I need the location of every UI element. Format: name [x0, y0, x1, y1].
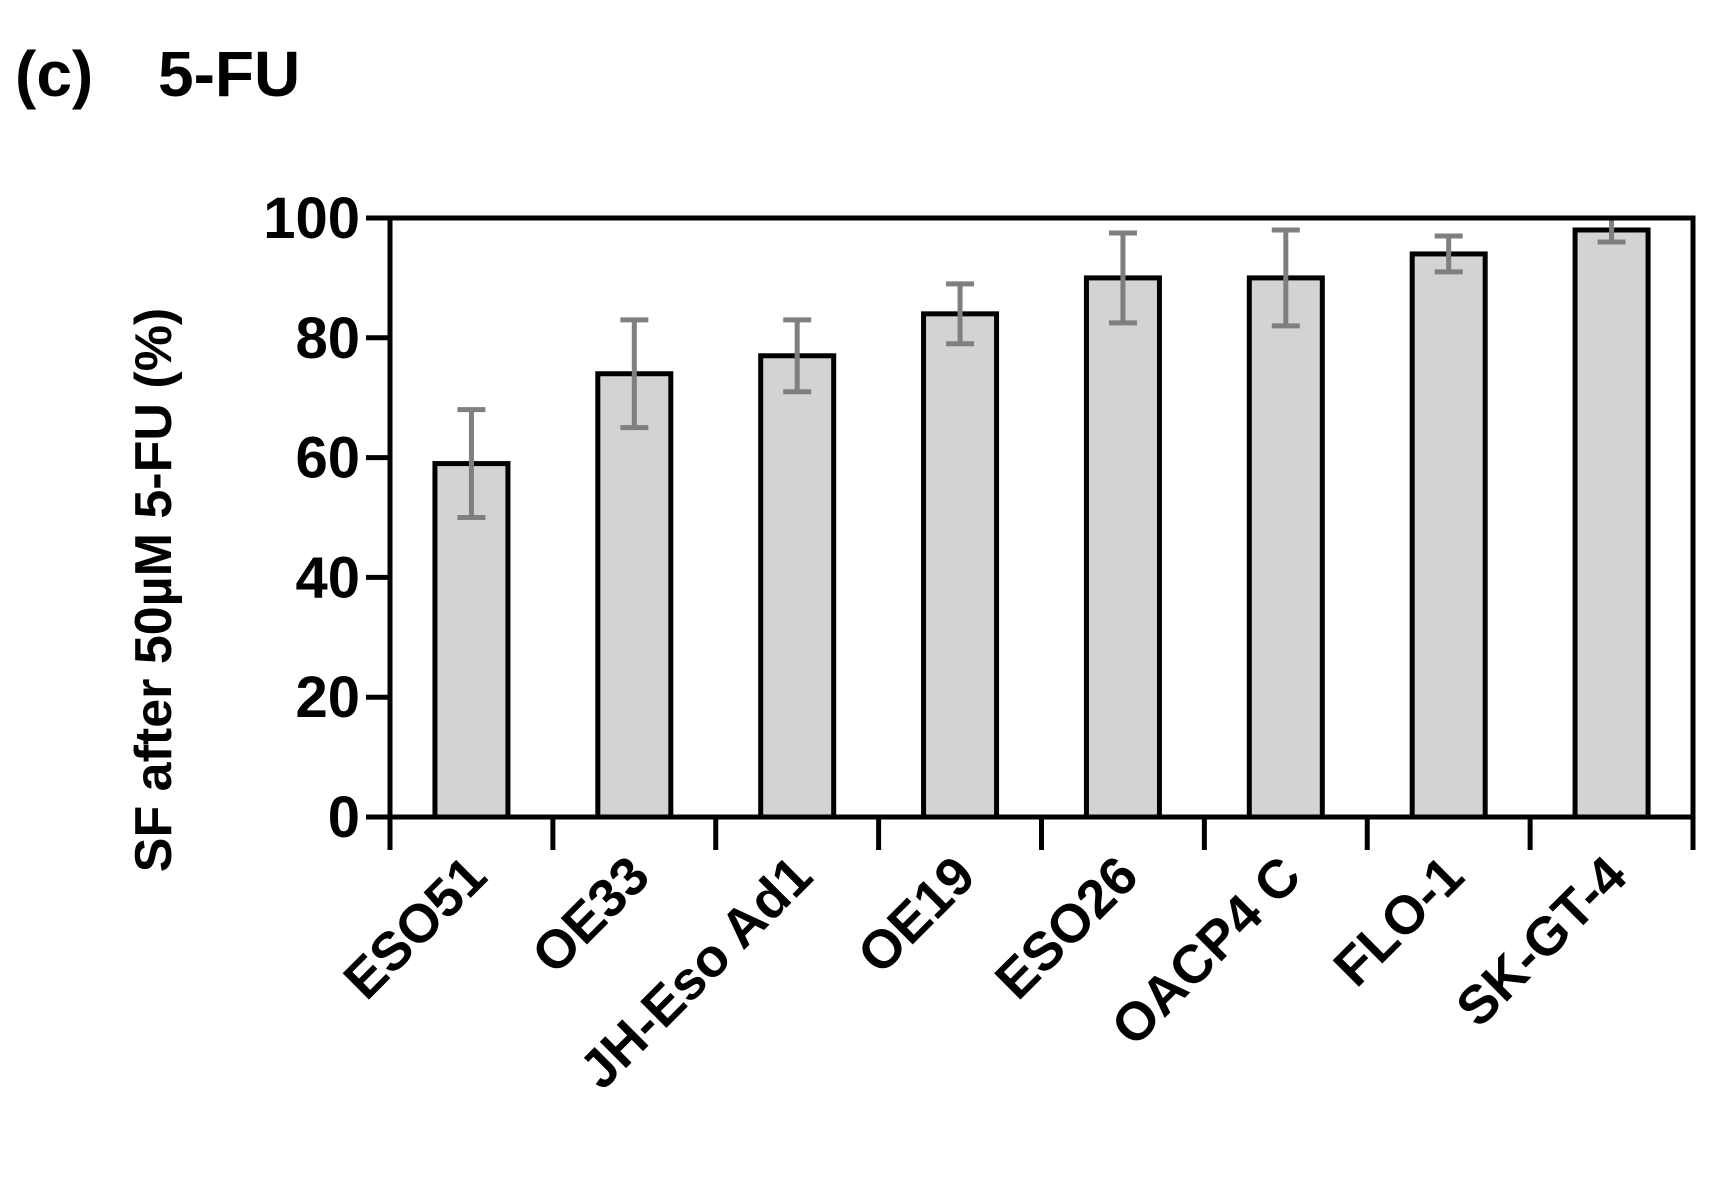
- x-tick-label-5: ESO26: [984, 845, 1150, 1011]
- chart-title: 5-FU: [158, 38, 300, 110]
- y-tick-label-40: 40: [295, 545, 360, 610]
- bar-7: [1409, 251, 1488, 820]
- x-tick-label-7: FLO-1: [1322, 845, 1475, 998]
- y-axis-label: SF after 50µM 5-FU (%): [125, 308, 183, 872]
- axes-layer: [366, 215, 1696, 850]
- bar-2: [595, 371, 674, 820]
- y-tick-labels: 0 20 40 60 80 100: [263, 186, 360, 850]
- bars-layer: [432, 227, 1651, 820]
- error-bars-layer: [457, 215, 1626, 520]
- bar-5: [1083, 275, 1162, 820]
- panel-label: (c): [15, 38, 93, 110]
- y-tick-label-80: 80: [295, 306, 360, 371]
- bar-3: [758, 353, 837, 820]
- y-tick-label-0: 0: [328, 785, 360, 850]
- y-tick-label-100: 100: [263, 186, 360, 251]
- x-tick-label-1: ESO51: [332, 845, 498, 1011]
- x-tick-label-2: OE33: [521, 845, 661, 985]
- bar-6: [1246, 275, 1325, 820]
- y-tick-label-20: 20: [295, 665, 360, 730]
- y-tick-label-60: 60: [295, 426, 360, 491]
- x-tick-label-4: OE19: [846, 845, 986, 985]
- bar-8: [1572, 227, 1651, 820]
- x-tick-label-8: SK-GT-4: [1445, 845, 1638, 1038]
- bar-4: [921, 311, 1000, 820]
- plot-frame: [387, 215, 1696, 820]
